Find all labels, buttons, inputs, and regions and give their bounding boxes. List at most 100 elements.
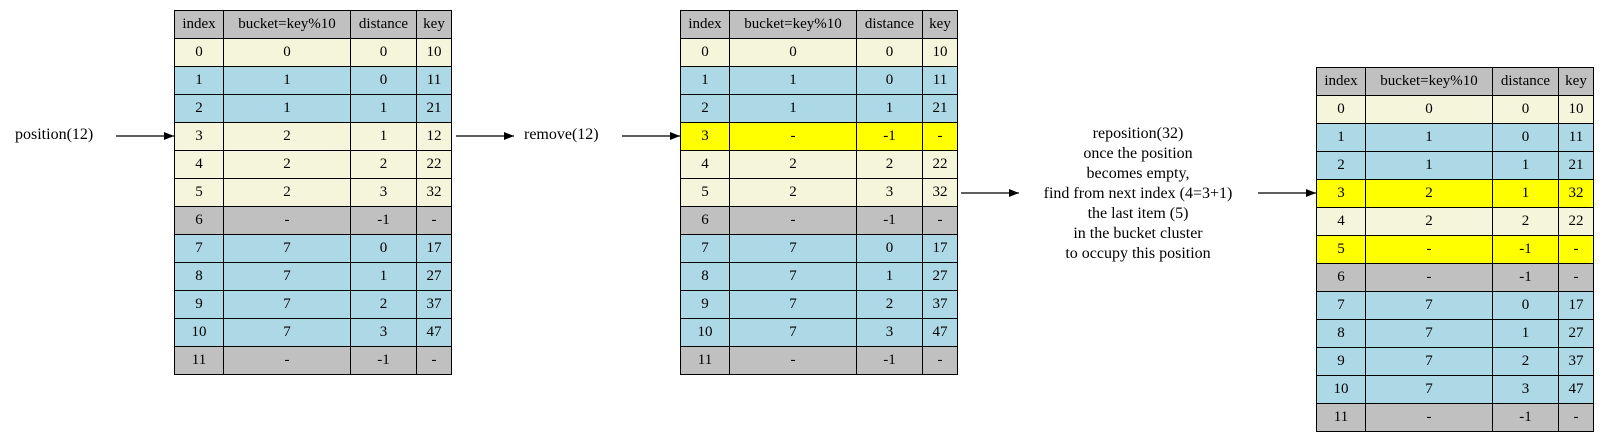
cell-key: 12 [416,122,452,151]
cell-distance: -1 [1492,403,1559,432]
table-row: 6- -1- [1316,263,1594,292]
cell-bucket: 7 [223,262,351,291]
header-row: index bucket=key%10 distance key [1316,67,1594,96]
table-row: 3 2 1 32 [1316,179,1594,208]
cell-distance: -1 [1492,235,1559,264]
header-key: key [416,10,452,39]
cell-key: 32 [1558,179,1594,208]
cell-index: 9 [174,290,224,319]
cell-bucket: 7 [729,318,857,347]
cell-index: 0 [174,38,224,67]
table-row: 0 0 0 10 [680,38,958,67]
cell-bucket: 2 [223,122,351,151]
cell-bucket: 0 [223,38,351,67]
cell-index: 3 [1316,179,1366,208]
cell-key: - [1558,403,1594,432]
cell-index: 5 [1316,235,1366,264]
cell-distance: 1 [1492,319,1559,348]
cell-distance: 0 [350,234,417,263]
header-row: index bucket=key%10 distance key [680,10,958,39]
cell-bucket: 2 [1365,179,1493,208]
cell-distance: 0 [1492,291,1559,320]
cell-key: 11 [922,66,958,95]
cell-index: 11 [1316,403,1366,432]
cell-key: 47 [416,318,452,347]
cell-bucket: 2 [1365,207,1493,236]
cell-distance: 0 [856,66,923,95]
cell-bucket: 7 [729,234,857,263]
cell-distance: 2 [350,290,417,319]
cell-index: 6 [1316,263,1366,292]
cell-key: 47 [1558,375,1594,404]
note-line: the last item (5) [1087,205,1189,222]
header-row: index bucket=key%10 distance key [174,10,452,39]
table-row: 6- -1- [174,206,452,235]
cell-distance: 1 [856,94,923,123]
hash-table-after-reposition: index bucket=key%10 distance key 0 0 0 10 1 1… [1316,67,1594,432]
cell-index: 1 [680,66,730,95]
cell-key: 21 [1558,151,1594,180]
table-row: 8 7 1 27 [680,262,958,291]
cell-key: 22 [1558,207,1594,236]
cell-key: 17 [416,234,452,263]
cell-distance: -1 [350,206,417,235]
cell-bucket: 7 [729,262,857,291]
table-row: 2 1 1 21 [680,94,958,123]
cell-bucket: 1 [223,66,351,95]
table-row: 4 2 2 22 [1316,207,1594,236]
cell-distance: 0 [856,234,923,263]
cell-index: 7 [1316,291,1366,320]
table-row: 5 2 3 32 [680,178,958,207]
cell-key: - [416,346,452,375]
cell-index: 6 [680,206,730,235]
cell-index: 3 [174,122,224,151]
cell-bucket: 7 [1365,375,1493,404]
table-row: 7 7 0 17 [174,234,452,263]
cell-key: 11 [1558,123,1594,152]
header-index: index [1316,67,1366,96]
cell-index: 8 [1316,319,1366,348]
cell-key: 27 [416,262,452,291]
cell-bucket: - [1365,235,1493,264]
cell-index: 3 [680,122,730,151]
table-row: 0 0 0 10 [174,38,452,67]
cell-index: 8 [174,262,224,291]
header-index: index [680,10,730,39]
cell-key: - [416,206,452,235]
cell-distance: -1 [1492,263,1559,292]
table-row: 4 2 2 22 [680,150,958,179]
cell-bucket: 7 [223,318,351,347]
header-bucket: bucket=key%10 [223,10,351,39]
table-row: 3 2 1 12 [174,122,452,151]
cell-distance: 2 [856,290,923,319]
cell-distance: 3 [350,178,417,207]
cell-key: 37 [922,290,958,319]
cell-distance: 2 [1492,207,1559,236]
table-row: 1 1 0 11 [174,66,452,95]
table-row: 7 7 0 17 [680,234,958,263]
cell-distance: 0 [1492,123,1559,152]
cell-distance: 1 [856,262,923,291]
cell-index: 0 [680,38,730,67]
cell-bucket: 7 [223,290,351,319]
cell-bucket: - [223,206,351,235]
cell-bucket: - [1365,403,1493,432]
position-label: position(12) [15,126,94,143]
cell-index: 4 [174,150,224,179]
cell-distance: 2 [350,150,417,179]
cell-index: 4 [680,150,730,179]
table-row: 5- -1- [1316,235,1594,264]
cell-distance: 3 [350,318,417,347]
cell-distance: 0 [350,66,417,95]
cell-key: 22 [416,150,452,179]
table-row: 0 0 0 10 [1316,95,1594,124]
note-line: in the bucket cluster [1073,225,1203,242]
cell-key: 21 [922,94,958,123]
cell-index: 1 [1316,123,1366,152]
cell-key: 37 [1558,347,1594,376]
cell-distance: 0 [856,38,923,67]
cell-distance: 0 [350,38,417,67]
cell-index: 5 [174,178,224,207]
cell-key: 32 [416,178,452,207]
